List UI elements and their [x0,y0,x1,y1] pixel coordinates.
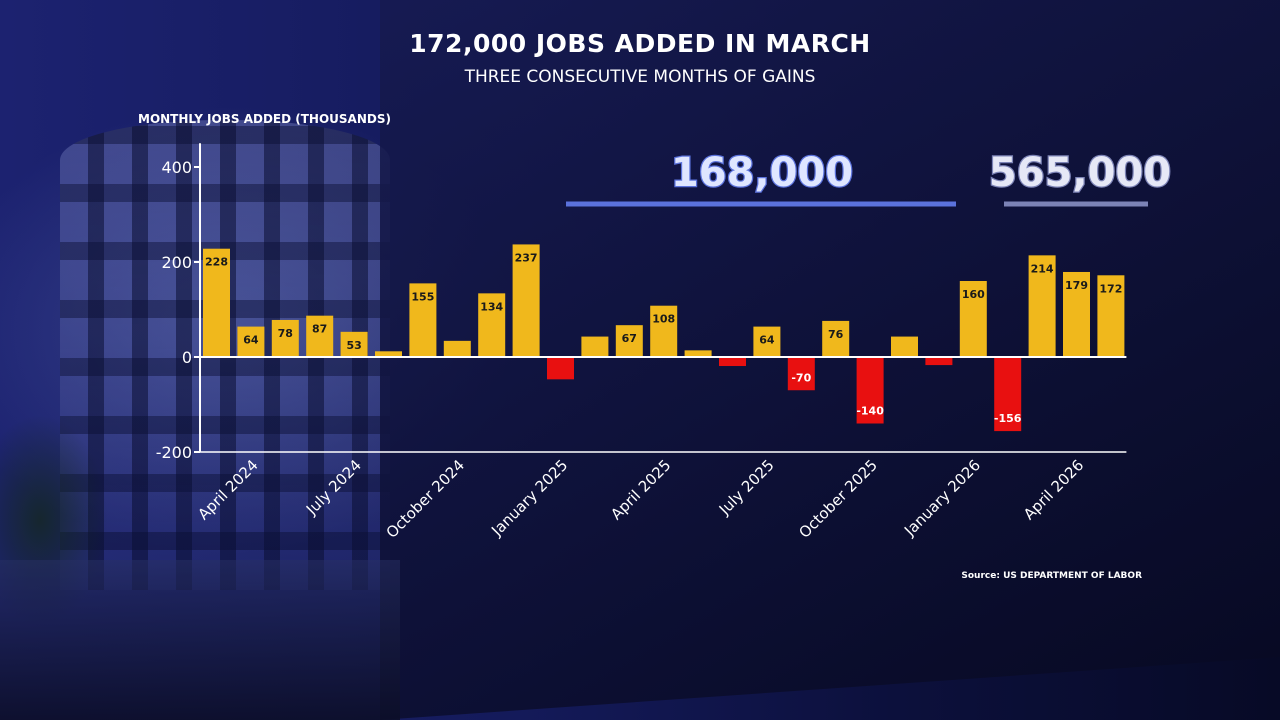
x-tick-label: January 2025 [487,456,571,540]
bar-value-label: 228 [205,256,228,269]
bar-value-label: -70 [791,371,811,384]
bar-value-label: -156 [994,412,1022,425]
x-tick-label: October 2024 [383,456,469,542]
bar-value-label: 155 [411,290,434,303]
y-tick-label: 200 [161,253,192,272]
x-tick-label: April 2025 [607,456,674,523]
callout-value: 168,000 [671,150,853,196]
bar [203,248,230,357]
x-tick-label: October 2025 [795,456,881,542]
y-tick-label: 400 [161,158,192,177]
bar-value-label: 87 [312,323,327,336]
background-ground [0,560,400,720]
chart-title: 172,000 JOBS ADDED IN MARCH [409,29,871,58]
x-axis: April 2024 July 2024 October 2024 January 2… [194,456,1087,542]
bar [375,351,402,357]
bar [409,283,437,357]
bar-value-label: -140 [856,405,884,418]
bar [547,357,574,380]
bar [822,320,850,357]
bar [615,325,643,357]
bar-value-label: 172 [1099,282,1122,295]
bar [753,326,781,357]
bar [891,336,918,357]
bar [1028,255,1056,357]
bar [650,305,678,357]
bar [340,331,368,357]
bar-value-label: 160 [962,288,985,301]
x-tick-label: July 2024 [302,456,365,519]
chart-subtitle: THREE CONSECUTIVE MONTHS OF GAINS [464,67,816,87]
y-axis-label: MONTHLY JOBS ADDED (THOUSANDS) [138,112,391,126]
zero-line [200,356,1127,453]
bar [237,326,265,357]
bar [925,357,953,366]
callouts: 168,000 565,000 [566,149,1172,207]
bar [271,319,299,357]
y-tick-label: 0 [182,348,192,367]
x-tick-label: January 2026 [900,456,984,540]
bar [856,357,884,424]
y-tick-label: -200 [156,443,192,462]
bars: 228 64 78 87 53 155 134 237 67 108 64 -70 76 -140 160 -… [203,244,1125,432]
bar-value-label: 67 [622,332,637,345]
bar [443,340,471,357]
y-axis: -200 0 200 400 [156,143,201,462]
bar-value-label: 76 [828,328,844,341]
bar-value-label: 214 [1031,262,1054,275]
bar [994,357,1022,432]
bar-value-label: 179 [1065,279,1088,292]
bar [684,350,712,357]
bar [306,315,334,357]
bar-value-label: 53 [346,339,361,352]
x-tick-label: April 2026 [1020,456,1087,523]
bar [787,357,815,391]
callout-value: 565,000 [989,150,1171,196]
bar-value-label: 108 [652,313,675,326]
bar [1097,275,1125,357]
x-tick-label: July 2025 [715,456,778,519]
bar [719,357,746,367]
bar [478,293,506,357]
bar-value-label: 64 [243,334,259,347]
bar-value-label: 64 [759,334,775,347]
bar-value-label: 78 [278,327,293,340]
source-note: Source: US DEPARTMENT OF LABOR [961,571,1142,581]
bar [581,336,609,357]
bar-value-label: 134 [480,300,503,313]
bar [512,244,540,357]
x-tick-label: April 2024 [194,456,261,523]
bar [1063,271,1090,357]
bar-value-label: 237 [515,251,538,264]
bar [959,281,987,357]
